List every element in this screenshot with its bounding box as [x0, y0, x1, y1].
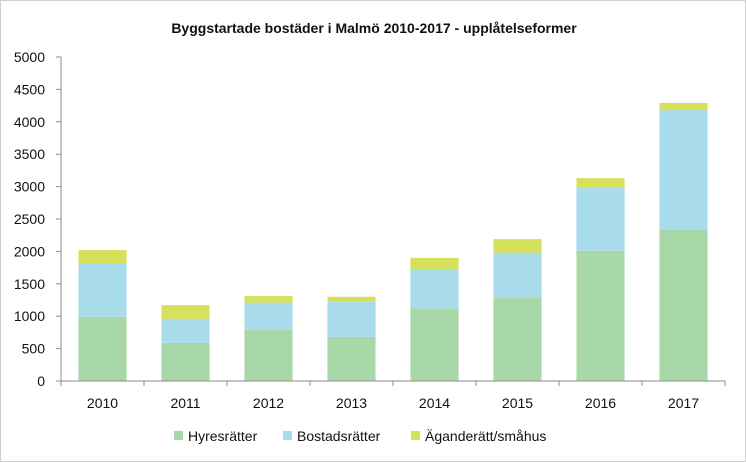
- bar-2010-series-2: [78, 250, 127, 264]
- y-tick-label: 3000: [14, 179, 45, 195]
- bar-2011-series-2: [161, 305, 210, 319]
- legend-swatch: [411, 431, 420, 440]
- legend: Hyresrätter Bostadsrätter Äganderätt/småhu…: [174, 428, 546, 444]
- bar-2010-series-0: [78, 316, 127, 381]
- chart-title: Byggstartade bostäder i Malmö 2010-2017 …: [171, 20, 577, 36]
- bar-2011-series-1: [161, 318, 210, 343]
- bar-2014-series-0: [410, 308, 459, 381]
- bar-2017-series-2: [659, 103, 708, 111]
- y-tick-label: 1500: [14, 276, 45, 292]
- bar-2014-series-1: [410, 269, 459, 309]
- bar-2016-series-2: [576, 178, 625, 188]
- y-tick-label: 4500: [14, 81, 45, 97]
- legend-swatch: [283, 431, 292, 440]
- bar-2015-series-0: [493, 298, 542, 381]
- bar-2017-series-1: [659, 110, 708, 230]
- x-tick-label: 2010: [87, 395, 118, 411]
- x-tick-label: 2013: [336, 395, 367, 411]
- bar-2014-series-2: [410, 257, 459, 270]
- x-tick-label: 2017: [668, 395, 699, 411]
- x-tick-label: 2011: [170, 395, 200, 411]
- bar-2012-series-2: [244, 296, 293, 303]
- x-tick-label: 2015: [502, 395, 533, 411]
- bar-2010-series-1: [78, 263, 127, 317]
- x-tick-label: 2016: [585, 395, 616, 411]
- bar-2015-series-2: [493, 239, 542, 253]
- y-axis: 0 500 1000 1500 2000 2500 3000 3500 4000 4500 5000: [14, 49, 62, 389]
- bar-2013-series-1: [327, 301, 376, 337]
- bars: [78, 103, 708, 381]
- x-tick-label: 2014: [419, 395, 450, 411]
- bar-2011-series-0: [161, 342, 210, 381]
- x-tick-label: 2012: [253, 395, 284, 411]
- y-tick-label: 1000: [14, 308, 45, 324]
- y-tick-label: 3500: [14, 146, 45, 162]
- legend-label: Äganderätt/småhus: [425, 428, 546, 444]
- bar-2015-series-1: [493, 252, 542, 299]
- x-axis: 2010 2011 2012 2013 2014 2015 2016 2017: [60, 380, 726, 411]
- bar-2016-series-0: [576, 250, 625, 381]
- bar-2016-series-1: [576, 187, 625, 251]
- legend-label: Hyresrätter: [188, 428, 258, 444]
- y-tick-label: 5000: [14, 49, 45, 65]
- bar-2013-series-0: [327, 336, 376, 381]
- bar-2017-series-0: [659, 229, 708, 381]
- legend-label: Bostadsrätter: [297, 428, 381, 444]
- bar-2012-series-1: [244, 302, 293, 330]
- bar-2013-series-2: [327, 296, 376, 302]
- y-tick-label: 2500: [14, 211, 45, 227]
- y-tick-label: 500: [22, 341, 46, 357]
- y-tick-label: 2000: [14, 243, 45, 259]
- bar-2012-series-0: [244, 329, 293, 381]
- y-tick-label: 4000: [14, 114, 45, 130]
- legend-swatch: [174, 431, 183, 440]
- y-tick-label: 0: [37, 373, 45, 389]
